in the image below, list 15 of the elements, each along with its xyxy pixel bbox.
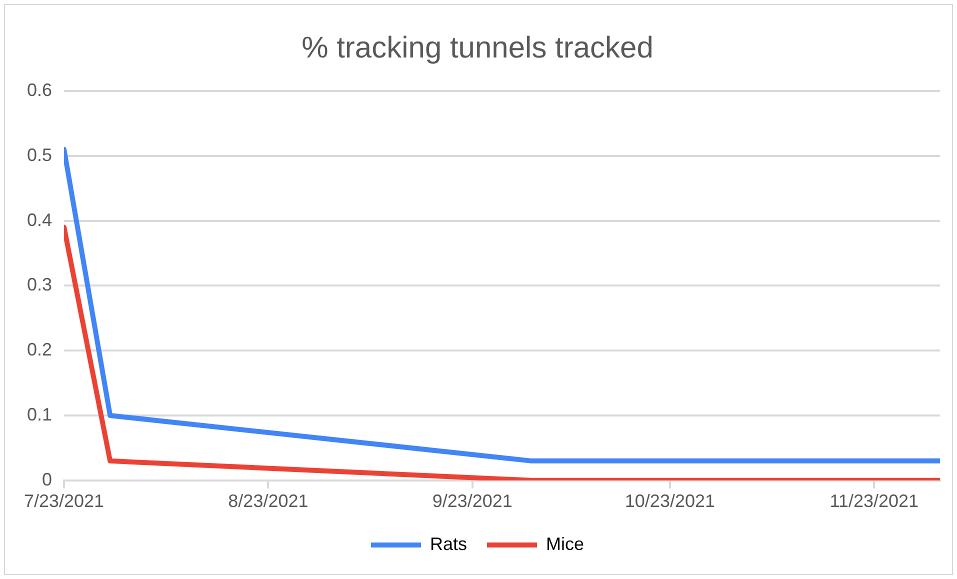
y-tick-label: 0.3 <box>26 274 52 295</box>
x-tick-label: 10/23/2021 <box>624 491 716 512</box>
y-tick-label: 0.1 <box>26 404 52 424</box>
x-tick-label: 7/23/2021 <box>24 491 104 512</box>
legend-label: Rats <box>430 534 468 554</box>
legend-label: Mice <box>546 534 584 554</box>
x-tick-label: 11/23/2021 <box>830 491 919 512</box>
y-tick-label: 0.4 <box>26 210 52 230</box>
x-tick-label: 9/23/2021 <box>432 491 512 512</box>
x-tick-label: 8/23/2021 <box>228 491 308 512</box>
y-tick-label: 0.6 <box>26 80 52 100</box>
y-tick-label: 0.5 <box>26 144 52 165</box>
y-tick-label: 0.2 <box>26 340 52 360</box>
y-tick-label: 0 <box>42 469 52 490</box>
chart-title: % tracking tunnels tracked <box>302 31 654 64</box>
